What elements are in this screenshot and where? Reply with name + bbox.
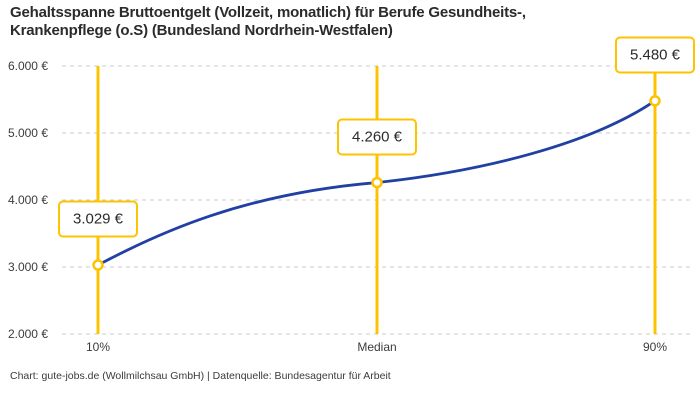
data-point-marker: [371, 176, 383, 189]
data-point-marker: [649, 95, 661, 107]
chart-title-line1: Gehaltsspanne Bruttoentgelt (Vollzeit, m…: [10, 4, 526, 21]
data-point-marker: [92, 259, 104, 271]
value-callout: 5.480 €: [614, 36, 696, 74]
y-axis-tick-label: 5.000 €: [7, 126, 48, 140]
y-axis-tick-label: 3.000 €: [7, 260, 48, 274]
y-axis-tick-label: 4.000 €: [7, 193, 48, 207]
y-axis-tick-label: 6.000 €: [7, 59, 48, 73]
chart-title-line2: Krankenpflege (o.S) (Bundesland Nordrhei…: [10, 22, 393, 39]
x-axis-tick-label: 10%: [85, 340, 111, 354]
value-callout: 3.029 €: [57, 200, 139, 238]
x-axis-tick-label: 90%: [642, 340, 668, 354]
source-caption: Chart: gute-jobs.de (Wollmilchsau GmbH) …: [10, 370, 391, 382]
y-axis-tick-label: 2.000 €: [7, 327, 48, 341]
chart-title: Gehaltsspanne Bruttoentgelt (Vollzeit, m…: [10, 4, 526, 40]
value-callout: 4.260 €: [336, 118, 418, 156]
x-axis-tick-label: Median: [357, 340, 397, 354]
